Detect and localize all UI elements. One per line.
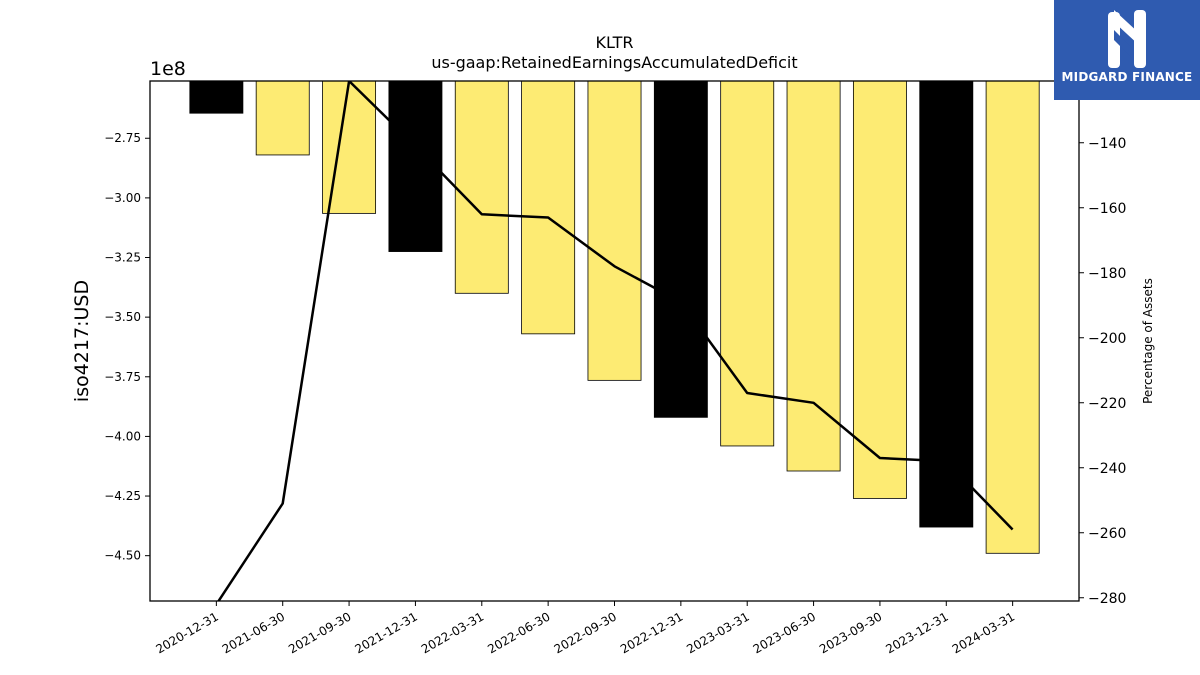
- x-tick-label: 2021-12-31: [353, 609, 420, 656]
- y-axis-label: iso4217:USD: [71, 280, 93, 402]
- x-tick-label: 2021-09-30: [286, 609, 353, 656]
- y-axis-label-right: Percentage of Assets: [1141, 278, 1155, 404]
- chart-subtitle: us-gaap:RetainedEarningsAccumulatedDefic…: [431, 53, 797, 72]
- x-tick-label: 2022-03-31: [419, 609, 486, 656]
- x-tick-label: 2024-03-31: [950, 609, 1017, 656]
- x-tick-label: 2023-12-31: [883, 609, 950, 656]
- y-tick-label: −4.50: [104, 549, 141, 563]
- y-right-tick-label: −240: [1088, 461, 1126, 477]
- y-right-tick-label: −280: [1088, 591, 1126, 607]
- bar-2020-12-31: [189, 80, 244, 114]
- bar-2024-03-31: [985, 80, 1040, 554]
- y-offset-text: 1e8: [150, 58, 186, 80]
- line-layer: [217, 81, 1014, 601]
- y-tick-label: −4.00: [104, 429, 141, 443]
- x-tick-label: 2022-06-30: [485, 609, 552, 656]
- chart-title: KLTR: [595, 33, 633, 52]
- x-tick-label: 2023-06-30: [751, 609, 818, 656]
- bar-2023-12-31: [919, 80, 974, 528]
- bar-2021-06-30: [255, 80, 310, 156]
- y-tick-label: −3.25: [104, 251, 141, 265]
- y-right-tick-label: −220: [1088, 396, 1126, 412]
- percentage-line: [217, 81, 1014, 601]
- y-right-tick-label: −200: [1088, 331, 1126, 347]
- x-tick-label: 2022-12-31: [618, 609, 685, 656]
- x-tick-label: 2023-09-30: [817, 609, 884, 656]
- bar-2023-09-30: [852, 80, 907, 499]
- midgard-finance-logo: MIDGARD FINANCE: [1054, 0, 1200, 100]
- x-tick-label: 2022-09-30: [552, 609, 619, 656]
- y-right-tick-label: −260: [1088, 526, 1126, 542]
- bar-2022-12-31: [653, 80, 708, 418]
- logo-mark-icon: [1108, 10, 1146, 68]
- y-right-tick-label: −160: [1088, 201, 1126, 217]
- y-tick-label: −3.00: [104, 191, 141, 205]
- bar-2022-09-30: [587, 80, 642, 381]
- logo-text: MIDGARD FINANCE: [1061, 70, 1193, 84]
- bar-2021-12-31: [388, 80, 443, 252]
- bar-2023-06-30: [786, 80, 841, 472]
- bars-layer: [189, 80, 1040, 554]
- y-right-tick-label: −180: [1088, 266, 1126, 282]
- bar-2022-03-31: [454, 80, 509, 294]
- x-tick-label: 2020-12-31: [153, 609, 220, 656]
- x-tick-label: 2023-03-31: [684, 609, 751, 656]
- y-tick-label: −4.25: [104, 489, 141, 503]
- x-tick-label: 2021-06-30: [220, 609, 287, 656]
- y-tick-label: −3.50: [104, 310, 141, 324]
- bar-2022-06-30: [521, 80, 576, 335]
- y-tick-label: −3.75: [104, 370, 141, 384]
- y-tick-label: −2.75: [104, 131, 141, 145]
- y-right-tick-label: −140: [1088, 136, 1126, 152]
